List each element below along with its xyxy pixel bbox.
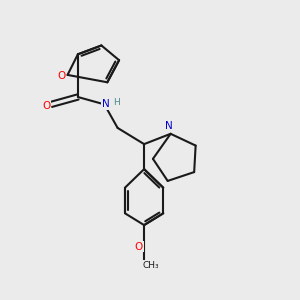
Text: N: N bbox=[165, 121, 173, 130]
Text: O: O bbox=[42, 101, 50, 111]
Text: N: N bbox=[102, 99, 110, 110]
Text: O: O bbox=[135, 242, 143, 252]
Text: H: H bbox=[113, 98, 120, 106]
Text: CH₃: CH₃ bbox=[142, 261, 159, 270]
Text: O: O bbox=[57, 71, 65, 81]
